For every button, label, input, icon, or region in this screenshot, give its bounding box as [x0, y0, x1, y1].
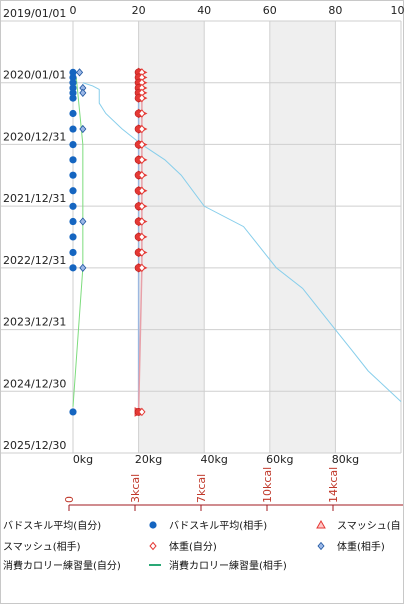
series-point — [69, 95, 76, 102]
series-point — [69, 141, 76, 148]
top-tick-label: 20 — [132, 4, 146, 17]
date-tick-label: 2020/01/01 — [3, 69, 66, 82]
date-axis-labels: 2019/01/01 2020/01/01 2020/12/31 2021/12/31… — [3, 7, 66, 452]
top-tick-label: 80 — [328, 4, 342, 17]
bottom-tick-label: 60kg — [266, 453, 293, 466]
series-point — [77, 69, 83, 76]
series-point — [69, 187, 76, 194]
legend-label: バドスキル平均(自分) — [3, 519, 101, 532]
series-point — [69, 203, 76, 210]
bottom-tick-label: 40kg — [201, 453, 228, 466]
date-tick-label: 2024/12/30 — [3, 377, 66, 390]
date-tick-label: 2019/01/01 — [3, 7, 66, 20]
legend-marker — [149, 521, 156, 528]
top-tick-label: 0 — [70, 4, 77, 17]
series-point — [69, 110, 76, 117]
series-point — [69, 233, 76, 240]
bottom-axis-labels: 0kg 20kg 40kg 60kg 80kg — [73, 453, 359, 466]
grid-band — [139, 21, 205, 453]
series-point — [80, 264, 86, 271]
grid-band — [270, 21, 336, 453]
legend-label: 体重(自分) — [169, 540, 217, 553]
series-point — [80, 218, 86, 225]
kcal-tick-label: 10kcal — [261, 467, 274, 503]
series-point — [69, 218, 76, 225]
series-line — [83, 83, 401, 402]
series-point — [69, 156, 76, 163]
legend-label: スマッシュ(自 — [337, 519, 401, 532]
legend-label: 消費カロリー練習量(自分) — [3, 559, 121, 572]
legend-marker — [318, 543, 324, 550]
series-point — [80, 89, 86, 96]
top-tick-label: 100 — [391, 4, 404, 17]
legend-label: 体重(相手) — [337, 540, 385, 553]
date-tick-label: 2020/12/31 — [3, 130, 66, 143]
legend-marker — [150, 543, 156, 550]
series-point — [69, 172, 76, 179]
series-lines — [73, 72, 401, 412]
legend-label: 消費カロリー練習量(相手) — [169, 559, 287, 572]
series-point — [69, 249, 76, 256]
legend-marker — [317, 521, 325, 528]
kcal-tick-label: 3kcal — [129, 474, 142, 503]
legend-label: スマッシュ(相手) — [3, 540, 81, 553]
top-axis-labels: 0 20 40 60 80 100 — [70, 4, 404, 17]
bottom-tick-label: 20kg — [135, 453, 162, 466]
kcal-tick-label: 0 — [63, 496, 76, 503]
top-tick-label: 40 — [197, 4, 211, 17]
grid-bands — [139, 21, 336, 453]
kcal-axis: 0 3kcal 7kcal 10kcal 14kcal — [63, 467, 403, 511]
series-point — [69, 408, 76, 415]
series-point — [69, 264, 76, 271]
date-tick-label: 2023/12/31 — [3, 316, 66, 329]
legend-label: バドスキル平均(相手) — [169, 519, 267, 532]
kcal-tick-label: 7kcal — [195, 474, 208, 503]
top-tick-label: 60 — [263, 4, 277, 17]
date-tick-label: 2025/12/30 — [3, 439, 66, 452]
series-point — [69, 125, 76, 132]
bottom-tick-label: 0kg — [73, 453, 93, 466]
kcal-tick-label: 14kcal — [327, 467, 340, 503]
date-tick-label: 2022/12/31 — [3, 254, 66, 267]
bottom-tick-label: 80kg — [332, 453, 359, 466]
date-tick-label: 2021/12/31 — [3, 192, 66, 205]
